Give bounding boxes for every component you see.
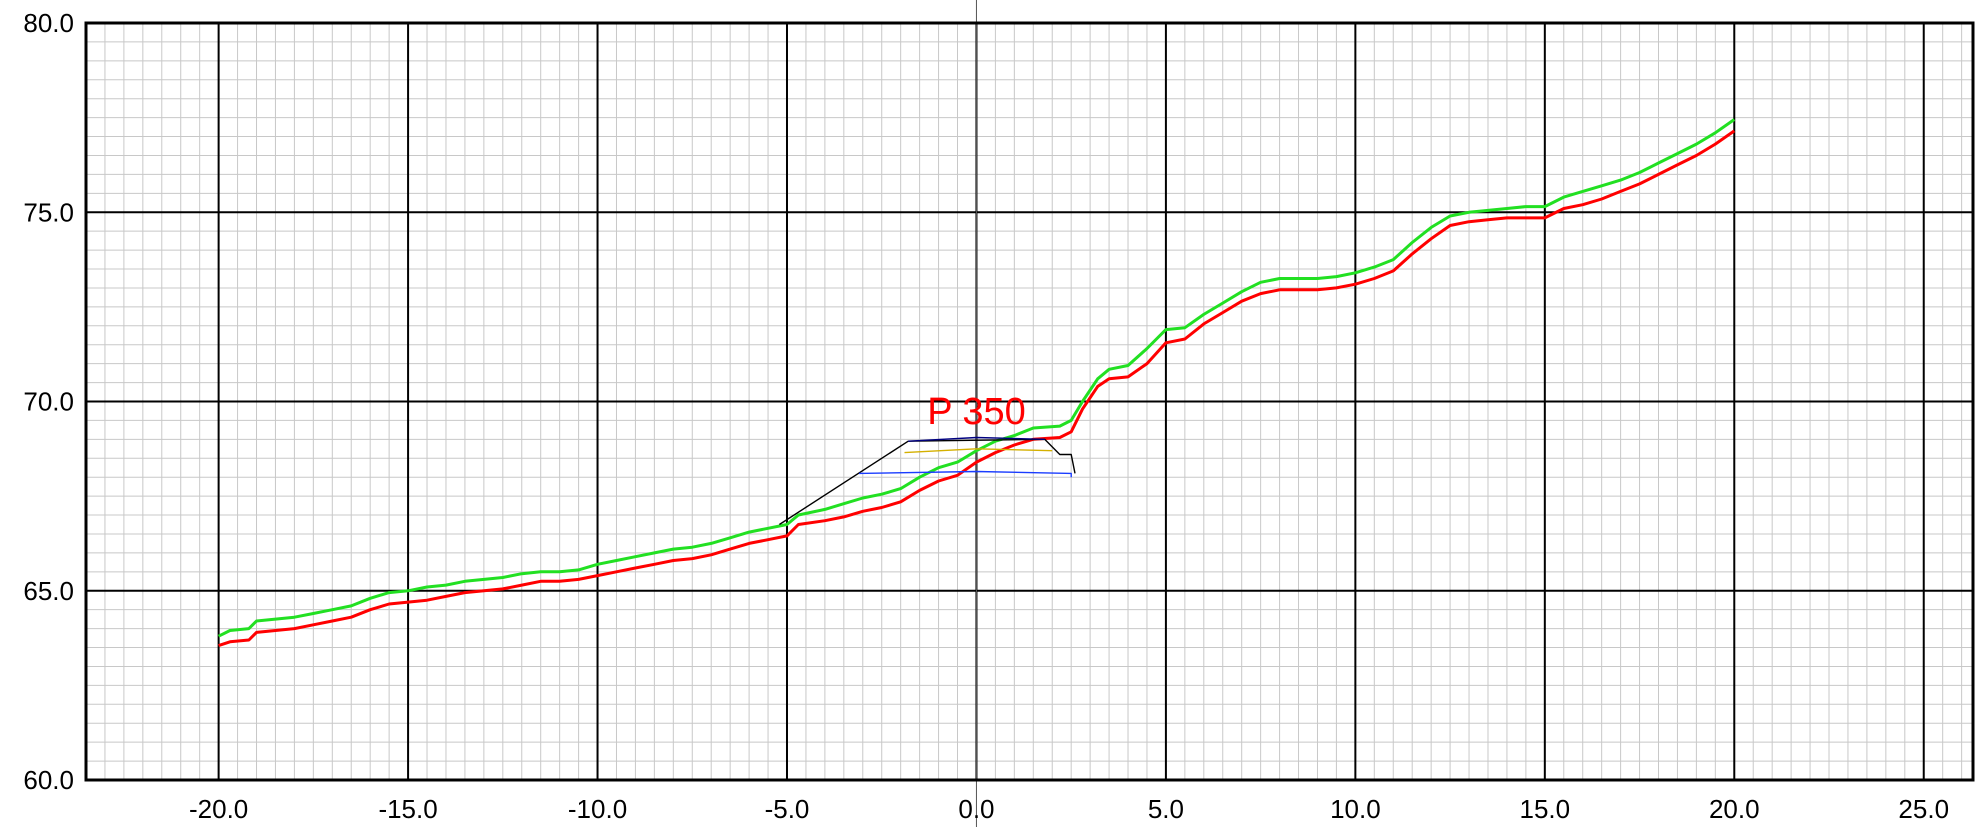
- x-tick-label: -10.0: [568, 794, 627, 824]
- x-tick-label: 20.0: [1709, 794, 1760, 824]
- series-line-4: [908, 436, 1045, 442]
- y-tick-label: 65.0: [23, 576, 74, 606]
- x-tick-label: 25.0: [1898, 794, 1949, 824]
- x-tick-label: -20.0: [189, 794, 248, 824]
- series-line-2: [218, 129, 1736, 648]
- series-line-1: [217, 118, 1736, 638]
- x-tick-label: -5.0: [765, 794, 810, 824]
- y-tick-labels: 60.0 65.0 70.0 75.0 80.0: [23, 8, 74, 795]
- y-tick-label: 60.0: [23, 765, 74, 795]
- y-tick-label: 80.0: [23, 8, 74, 38]
- series-line-5: [904, 448, 1053, 454]
- plot-frame: [84, 21, 1975, 782]
- series-layer: [217, 118, 1736, 648]
- y-tick-label: 75.0: [23, 197, 74, 227]
- x-tick-labels: -20.0 -15.0 -10.0 -5.0 0.0 5.0 10.0 15.0 20.0 25.…: [189, 794, 1949, 824]
- profile-annotation: P 350: [927, 391, 1026, 433]
- series-line-3: [779, 438, 1076, 526]
- x-tick-label: 15.0: [1520, 794, 1571, 824]
- y-tick-label: 70.0: [23, 387, 74, 417]
- series-line-6: [858, 470, 1072, 478]
- x-tick-label: 10.0: [1330, 794, 1381, 824]
- x-tick-label: 5.0: [1148, 794, 1184, 824]
- x-tick-label: 0.0: [958, 794, 994, 824]
- x-tick-label: -15.0: [378, 794, 437, 824]
